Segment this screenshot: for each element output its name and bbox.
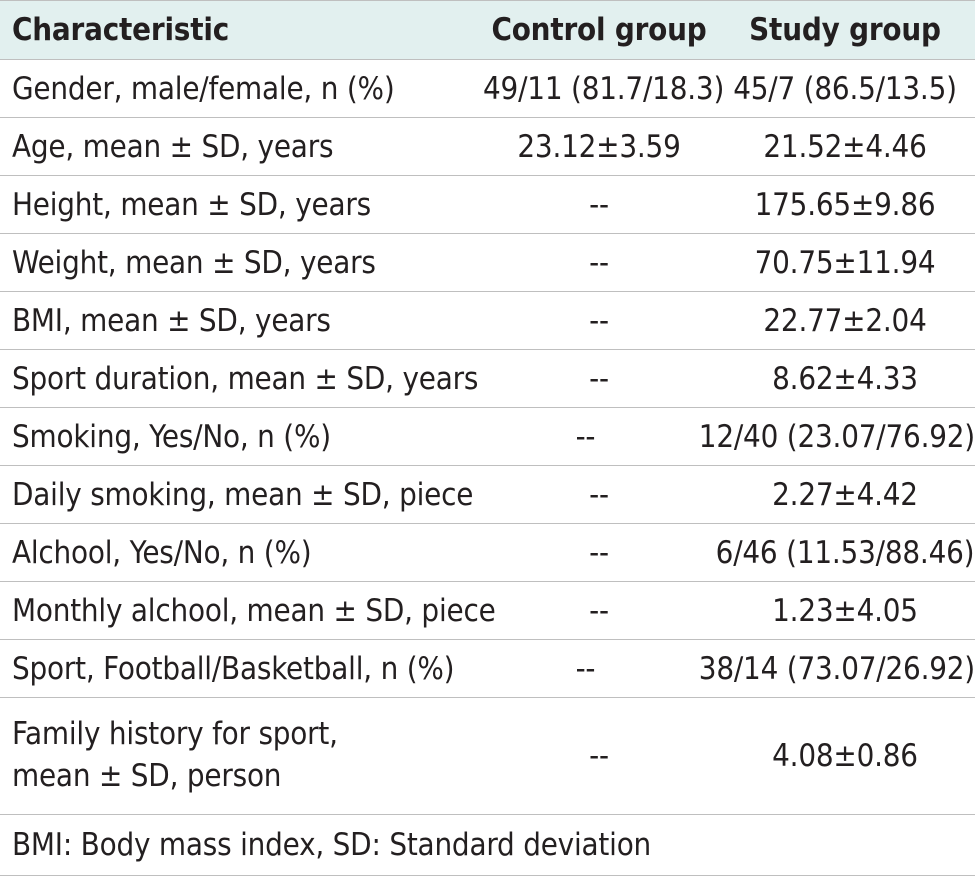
row-control-value: -- (575, 650, 596, 687)
table-row: Sport duration, mean ± SD, years -- 8.62… (0, 350, 975, 408)
row-study-value: 38/14 (73.07/26.92) (698, 650, 975, 687)
row-control-value: 23.12±3.59 (517, 128, 681, 165)
row-characteristic-line1: Family history for sport, (12, 716, 338, 753)
row-study-value: 12/40 (23.07/76.92) (698, 418, 975, 455)
header-control-group: Control group (491, 12, 707, 48)
row-control-value: -- (589, 244, 609, 281)
row-characteristic: Age, mean ± SD, years (12, 128, 334, 165)
table-row: Monthly alchool, mean ± SD, piece -- 1.2… (0, 582, 975, 640)
row-characteristic: Monthly alchool, mean ± SD, piece (12, 592, 496, 629)
row-study-value: 6/46 (11.53/88.46) (715, 534, 975, 571)
table-row: Sport, Football/Basketball, n (%) -- 38/… (0, 640, 975, 698)
table-row: Height, mean ± SD, years -- 175.65±9.86 (0, 176, 975, 234)
header-study-group: Study group (749, 12, 941, 48)
row-study-value: 22.77±2.04 (763, 302, 927, 339)
row-characteristic: Gender, male/female, n (%) (12, 70, 395, 107)
row-control-value: -- (589, 186, 609, 223)
table-header-row: Characteristic Control group Study group (0, 0, 975, 60)
row-characteristic: Height, mean ± SD, years (12, 186, 371, 223)
row-characteristic: Family history for sport, mean ± SD, per… (0, 714, 490, 798)
table-row: Alchool, Yes/No, n (%) -- 6/46 (11.53/88… (0, 524, 975, 582)
header-characteristic: Characteristic (12, 12, 230, 48)
row-characteristic: Sport duration, mean ± SD, years (12, 360, 479, 397)
row-study-value: 175.65±9.86 (754, 186, 936, 223)
row-characteristic: Smoking, Yes/No, n (%) (12, 418, 331, 455)
row-control-value: -- (575, 418, 596, 455)
row-study-value: 8.62±4.33 (772, 360, 918, 397)
row-study-value: 2.27±4.42 (772, 476, 918, 513)
row-characteristic: Weight, mean ± SD, years (12, 244, 376, 281)
row-characteristic: Daily smoking, mean ± SD, piece (12, 476, 474, 513)
row-control-value: -- (589, 592, 609, 629)
row-study-value: 4.08±0.86 (772, 738, 918, 774)
table-row: Smoking, Yes/No, n (%) -- 12/40 (23.07/7… (0, 408, 975, 466)
row-characteristic: BMI, mean ± SD, years (12, 302, 331, 339)
row-study-value: 1.23±4.05 (772, 592, 918, 629)
table-row: Age, mean ± SD, years 23.12±3.59 21.52±4… (0, 118, 975, 176)
table-row: Gender, male/female, n (%) 49/11 (81.7/1… (0, 60, 975, 118)
row-characteristic-line2: mean ± SD, person (12, 758, 282, 794)
table-row: BMI, mean ± SD, years -- 22.77±2.04 (0, 292, 975, 350)
row-characteristic: Sport, Football/Basketball, n (%) (12, 650, 455, 687)
table-footnote-row: BMI: Body mass index, SD: Standard devia… (0, 815, 975, 876)
row-characteristic: Alchool, Yes/No, n (%) (12, 534, 312, 571)
table-row: Weight, mean ± SD, years -- 70.75±11.94 (0, 234, 975, 292)
row-control-value: -- (589, 738, 609, 774)
row-control-value: -- (589, 534, 609, 571)
row-control-value: -- (589, 360, 609, 397)
row-study-value: 70.75±11.94 (754, 244, 936, 281)
table-footnote: BMI: Body mass index, SD: Standard devia… (12, 827, 652, 863)
row-control-value: -- (589, 302, 609, 339)
table-row: Family history for sport, mean ± SD, per… (0, 698, 975, 815)
row-study-value: 45/7 (86.5/13.5) (733, 70, 957, 107)
table-row: Daily smoking, mean ± SD, piece -- 2.27±… (0, 466, 975, 524)
row-control-value: 49/11 (81.7/18.3) (483, 70, 725, 107)
row-study-value: 21.52±4.46 (763, 128, 927, 165)
row-control-value: -- (589, 476, 609, 513)
